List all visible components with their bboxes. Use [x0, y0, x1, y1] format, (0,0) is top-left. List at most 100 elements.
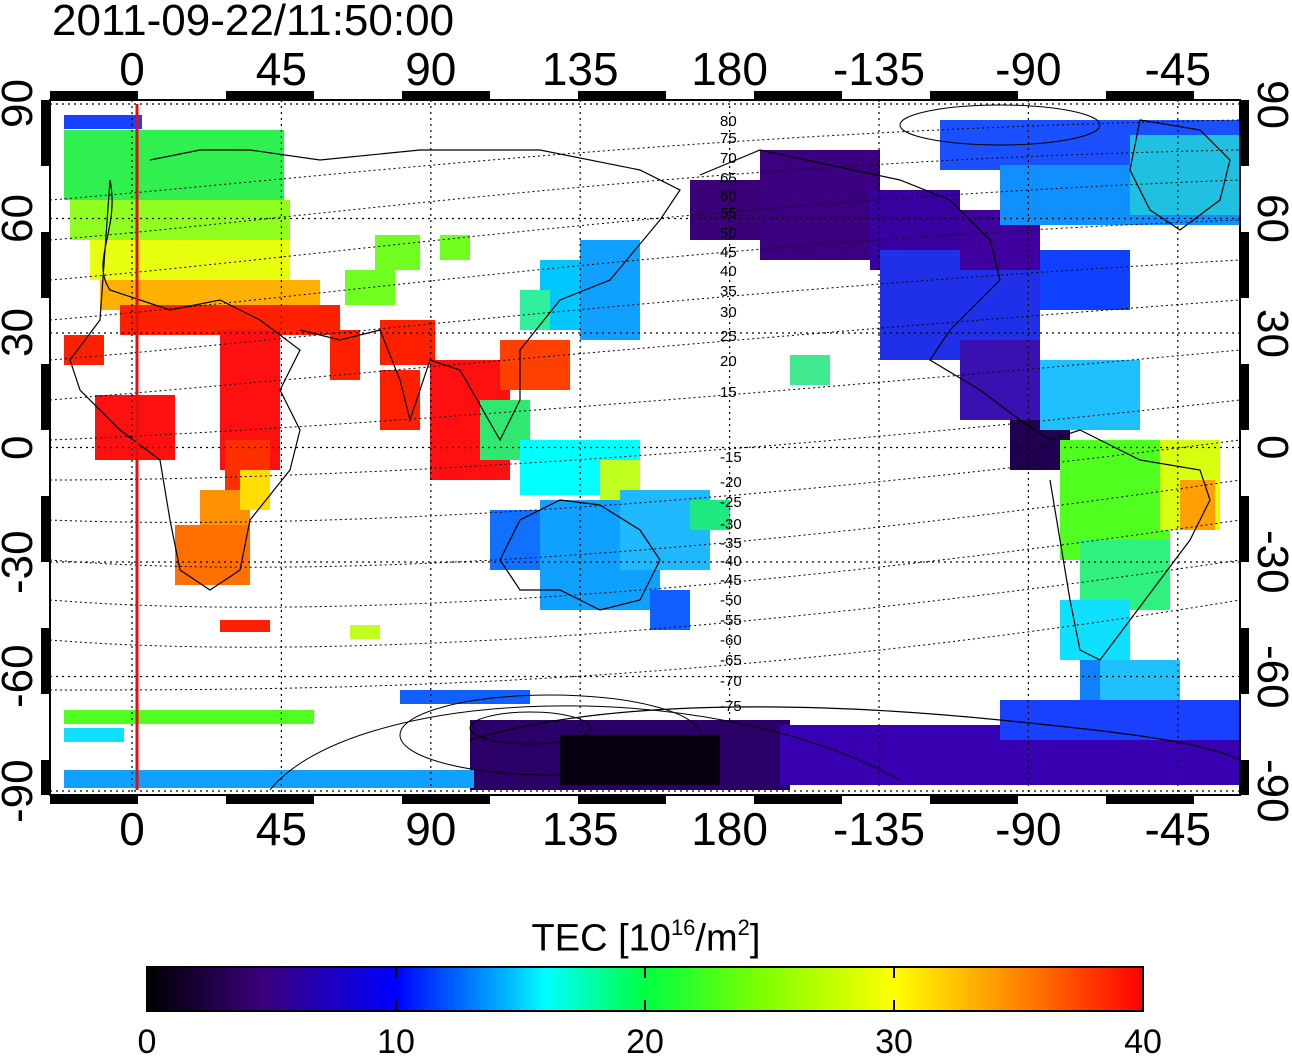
top-longitude-tick: 180: [691, 43, 768, 95]
right-latitude-tick: -60: [1248, 644, 1292, 709]
contour-label: -20: [720, 474, 742, 491]
contour-label: -75: [720, 698, 742, 715]
contour-label: 30: [720, 304, 737, 321]
bottom-longitude-tick: -90: [995, 803, 1062, 855]
tec-patch: [960, 340, 1040, 420]
tec-patch: [330, 330, 360, 380]
bottom-longitude-tick: 180: [691, 803, 768, 855]
tec-patch: [650, 590, 690, 630]
tec-patch: [350, 625, 380, 639]
colorbar-label-unit-exponent: 2: [737, 915, 750, 940]
contour-label: 75: [720, 130, 737, 147]
tec-patch: [560, 735, 720, 785]
tec-patch: [380, 320, 435, 365]
left-latitude-tick: -30: [0, 530, 42, 594]
bottom-longitude-tick: -135: [832, 803, 926, 855]
left-latitude-tick: 90: [0, 79, 42, 129]
tec-patch: [690, 500, 730, 530]
right-latitude-tick: 0: [1248, 435, 1292, 459]
tec-patch: [175, 525, 250, 585]
top-longitude-tick: 45: [255, 43, 307, 95]
map-frame: [49, 99, 1241, 796]
colorbar-ticks: [395, 967, 895, 1011]
right-latitude-tick: 30: [1248, 308, 1292, 358]
contour-label: 70: [720, 150, 737, 167]
coordinate-grid: [50, 100, 1240, 795]
colorbar-tick-label: 10: [377, 1023, 415, 1061]
contour-label: 35: [720, 283, 737, 300]
contour-label: -15: [720, 449, 742, 466]
top-longitude-tick: 90: [405, 43, 457, 95]
left-latitude-tick: -90: [0, 759, 42, 823]
tec-patch: [1180, 480, 1215, 530]
tec-patch: [1040, 360, 1140, 430]
left-latitude-tick: 0: [0, 435, 42, 459]
colorbar-tick-label: 40: [1124, 1023, 1162, 1061]
tec-patch: [64, 728, 124, 742]
colorbar-label-prefix: TEC [10: [531, 917, 671, 960]
contour-label: 60: [720, 188, 737, 205]
tec-patch: [500, 340, 570, 390]
tec-patch: [760, 150, 880, 260]
bottom-longitude-tick: -45: [1144, 803, 1212, 855]
magnetic-contours: [49, 119, 1241, 691]
contour-label: -50: [720, 592, 742, 609]
tec-patch: [790, 355, 830, 385]
timestamp-title: 2011-09-22/11:50:00: [52, 0, 455, 45]
tec-patch: [1000, 700, 1240, 740]
colorbar-label-unit: /m: [695, 917, 738, 960]
tec-patch: [64, 115, 142, 129]
contour-label: 25: [720, 328, 737, 345]
left-latitude-tick: 30: [0, 308, 42, 358]
top-longitude-tick: -90: [995, 43, 1062, 95]
bottom-longitude-tick: 0: [119, 803, 145, 855]
tec-patch: [64, 770, 474, 788]
contour-label: -60: [720, 632, 742, 649]
contour-label: -55: [720, 612, 742, 629]
contour-label: -40: [720, 553, 742, 570]
top-longitude-tick: -135: [832, 43, 926, 95]
right-latitude-tick: -30: [1248, 530, 1292, 594]
top-longitude-tick: 0: [119, 43, 145, 95]
tec-patch: [1130, 135, 1240, 215]
tec-patch: [520, 290, 550, 330]
contour-label: 45: [720, 244, 737, 261]
contour-label: 80: [720, 113, 737, 130]
tec-patch: [1040, 250, 1130, 310]
tec-patch: [400, 690, 530, 704]
contour-label: -35: [720, 535, 742, 552]
coastlines: [69, 119, 1241, 761]
tec-patch: [1080, 540, 1170, 610]
right-latitude-tick: 90: [1248, 79, 1292, 129]
colorbar-label: TEC [1016/m2]: [0, 908, 1292, 961]
contour-label: -45: [720, 572, 742, 589]
bottom-longitude-tick: 90: [405, 803, 457, 855]
right-latitude-tick: 60: [1248, 194, 1292, 243]
tec-patch: [64, 130, 284, 200]
tec-patch: [1060, 600, 1130, 660]
tec-patch: [70, 200, 290, 240]
colorbar-tick-label: 20: [626, 1023, 664, 1061]
tec-patch: [440, 235, 470, 260]
contour-label: -25: [720, 494, 742, 511]
contour-label: 65: [720, 170, 737, 187]
right-latitude-tick: -90: [1248, 759, 1292, 823]
colorbar-label-suffix: ]: [749, 917, 761, 960]
contour-label: -70: [720, 673, 742, 690]
left-latitude-tick: 60: [0, 194, 42, 243]
tec-patch: [375, 235, 420, 270]
colorbar-tick-label: 0: [137, 1023, 157, 1061]
top-longitude-tick: -45: [1144, 43, 1212, 95]
contour-label: 15: [720, 384, 737, 401]
contour-label: -30: [720, 516, 742, 533]
tec-patch: [220, 620, 270, 632]
contour-label: 20: [720, 353, 737, 370]
colorbar-tick-label: 30: [875, 1023, 913, 1061]
bottom-longitude-tick: 135: [541, 803, 619, 855]
tec-patch: [64, 710, 314, 724]
tec-patch: [90, 240, 290, 280]
colorbar-label-exponent: 16: [670, 915, 696, 940]
contour-label: 50: [720, 225, 737, 242]
